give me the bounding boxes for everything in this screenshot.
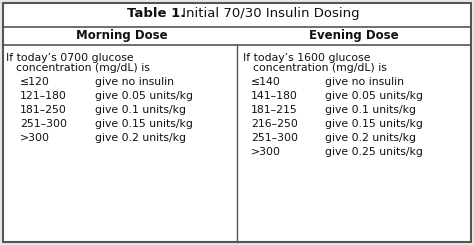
Text: Evening Dose: Evening Dose (309, 29, 399, 42)
Text: If today’s 0700 glucose: If today’s 0700 glucose (6, 53, 134, 63)
Text: Table 1.: Table 1. (128, 7, 186, 20)
Text: give no insulin: give no insulin (325, 77, 404, 87)
Text: give 0.2 units/kg: give 0.2 units/kg (325, 133, 416, 143)
Text: 181–215: 181–215 (251, 105, 298, 115)
Text: 141–180: 141–180 (251, 91, 298, 101)
Text: give 0.05 units/kg: give 0.05 units/kg (95, 91, 193, 101)
Text: give 0.05 units/kg: give 0.05 units/kg (325, 91, 423, 101)
Text: 251–300: 251–300 (20, 119, 67, 129)
Text: >300: >300 (20, 133, 50, 143)
Text: Initial 70/30 Insulin Dosing: Initial 70/30 Insulin Dosing (179, 7, 360, 20)
Text: 251–300: 251–300 (251, 133, 298, 143)
Text: >300: >300 (251, 147, 281, 157)
Text: concentration (mg/dL) is: concentration (mg/dL) is (253, 63, 387, 73)
Text: give 0.15 units/kg: give 0.15 units/kg (325, 119, 423, 129)
Text: 121–180: 121–180 (20, 91, 67, 101)
Text: give 0.2 units/kg: give 0.2 units/kg (95, 133, 186, 143)
Text: If today’s 1600 glucose: If today’s 1600 glucose (243, 53, 371, 63)
Text: ≤140: ≤140 (251, 77, 281, 87)
Text: Morning Dose: Morning Dose (76, 29, 167, 42)
Text: give 0.1 units/kg: give 0.1 units/kg (325, 105, 416, 115)
Text: concentration (mg/dL) is: concentration (mg/dL) is (16, 63, 150, 73)
Text: give 0.25 units/kg: give 0.25 units/kg (325, 147, 423, 157)
Text: give no insulin: give no insulin (95, 77, 174, 87)
Text: 181–250: 181–250 (20, 105, 67, 115)
Text: 216–250: 216–250 (251, 119, 298, 129)
Text: give 0.15 units/kg: give 0.15 units/kg (95, 119, 193, 129)
Text: give 0.1 units/kg: give 0.1 units/kg (95, 105, 186, 115)
Text: ≤120: ≤120 (20, 77, 50, 87)
